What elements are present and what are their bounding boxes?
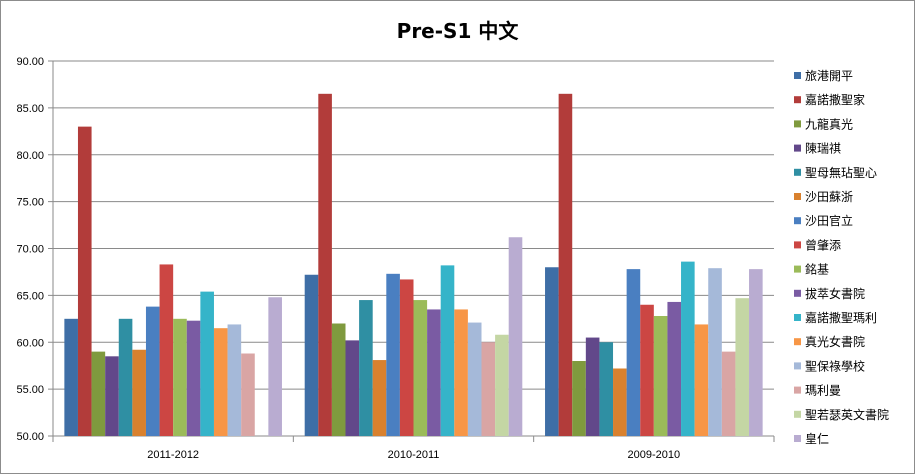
bar bbox=[626, 269, 641, 436]
legend-swatch bbox=[794, 289, 801, 297]
legend-label: 銘基 bbox=[805, 262, 829, 277]
legend-label: 拔萃女書院 bbox=[805, 286, 865, 301]
bar bbox=[721, 351, 736, 436]
legend-label: 旅港開平 bbox=[805, 69, 853, 83]
legend-swatch bbox=[794, 386, 801, 394]
bar bbox=[213, 328, 228, 436]
bar bbox=[399, 279, 414, 436]
bar bbox=[454, 309, 468, 436]
bar bbox=[495, 334, 509, 436]
legend-label: 陳瑞祺 bbox=[805, 142, 841, 156]
bar bbox=[132, 349, 146, 436]
legend-swatch bbox=[794, 314, 801, 321]
y-tick-label: 85.00 bbox=[16, 103, 44, 115]
legend-label: 皇仁 bbox=[805, 432, 829, 446]
y-tick-label: 90.00 bbox=[16, 56, 44, 68]
bar bbox=[359, 300, 373, 436]
bar bbox=[599, 342, 614, 436]
bar bbox=[427, 309, 441, 436]
bar bbox=[440, 265, 455, 436]
legend-label: 嘉諾撒聖家 bbox=[805, 92, 865, 107]
bar bbox=[640, 304, 654, 436]
bar bbox=[145, 306, 160, 436]
legend-label: 沙田蘇浙 bbox=[805, 190, 853, 204]
bar bbox=[77, 126, 92, 436]
legend-swatch bbox=[794, 72, 801, 79]
bar bbox=[708, 268, 722, 436]
bar bbox=[545, 267, 559, 436]
bar bbox=[585, 337, 600, 436]
chart-title: Pre-S1 中文 bbox=[396, 19, 519, 43]
x-tick-label: 2009-2010 bbox=[628, 449, 681, 461]
legend-swatch bbox=[794, 193, 801, 200]
bar bbox=[318, 93, 332, 436]
bar bbox=[331, 323, 346, 436]
legend-swatch bbox=[794, 217, 801, 225]
bar bbox=[653, 316, 668, 436]
bar bbox=[613, 368, 627, 436]
bar bbox=[694, 324, 709, 436]
legend-swatch bbox=[794, 265, 801, 273]
legend-label: 曾肇添 bbox=[805, 237, 841, 252]
y-tick-label: 65.00 bbox=[16, 290, 44, 302]
bar bbox=[118, 318, 133, 436]
legend-label: 嘉諾撒聖瑪利 bbox=[805, 310, 877, 325]
y-tick-label: 80.00 bbox=[16, 150, 44, 162]
y-tick-label: 50.00 bbox=[16, 431, 44, 443]
legend-label: 九龍真光 bbox=[805, 116, 853, 131]
bar bbox=[345, 340, 360, 436]
bar bbox=[200, 291, 214, 436]
legend-swatch bbox=[794, 120, 801, 128]
legend-label: 真光女書院 bbox=[805, 334, 865, 349]
bar bbox=[91, 351, 106, 436]
bar bbox=[159, 264, 174, 436]
bar bbox=[481, 342, 496, 436]
legend-swatch bbox=[794, 96, 801, 104]
legend-swatch bbox=[794, 144, 801, 152]
y-tick-label: 60.00 bbox=[16, 337, 44, 349]
bar bbox=[268, 297, 282, 436]
bar bbox=[386, 273, 400, 436]
bar bbox=[508, 237, 523, 436]
bar bbox=[735, 298, 750, 436]
bar bbox=[681, 261, 695, 436]
y-tick-label: 75.00 bbox=[16, 197, 44, 209]
bar bbox=[749, 269, 763, 436]
legend-swatch bbox=[794, 435, 801, 442]
bar bbox=[173, 318, 187, 436]
legend-label: 瑪利曼 bbox=[805, 384, 841, 398]
legend-swatch bbox=[794, 241, 801, 249]
legend-swatch bbox=[794, 410, 801, 418]
legend-swatch bbox=[794, 362, 801, 370]
legend-swatch bbox=[794, 338, 801, 346]
bar bbox=[572, 361, 586, 436]
bar bbox=[304, 274, 319, 436]
legend-swatch bbox=[794, 168, 801, 176]
x-tick-label: 2010-2011 bbox=[388, 449, 440, 461]
legend-label: 聖若瑟英文書院 bbox=[805, 407, 889, 422]
bar bbox=[241, 353, 255, 436]
x-tick-label: 2011-2012 bbox=[147, 449, 199, 461]
y-tick-label: 55.00 bbox=[16, 384, 44, 396]
y-tick-label: 70.00 bbox=[16, 244, 44, 256]
bar bbox=[227, 324, 242, 436]
bar bbox=[467, 322, 482, 436]
bar bbox=[372, 360, 387, 436]
legend-label: 聖保祿學校 bbox=[805, 358, 865, 373]
bar bbox=[667, 301, 682, 436]
bar bbox=[413, 300, 428, 436]
legend-label: 聖母無玷聖心 bbox=[805, 165, 877, 180]
bar bbox=[105, 356, 119, 436]
bar bbox=[64, 318, 78, 436]
legend-label: 沙田官立 bbox=[805, 213, 853, 228]
bar bbox=[558, 93, 573, 436]
bar bbox=[186, 320, 201, 436]
